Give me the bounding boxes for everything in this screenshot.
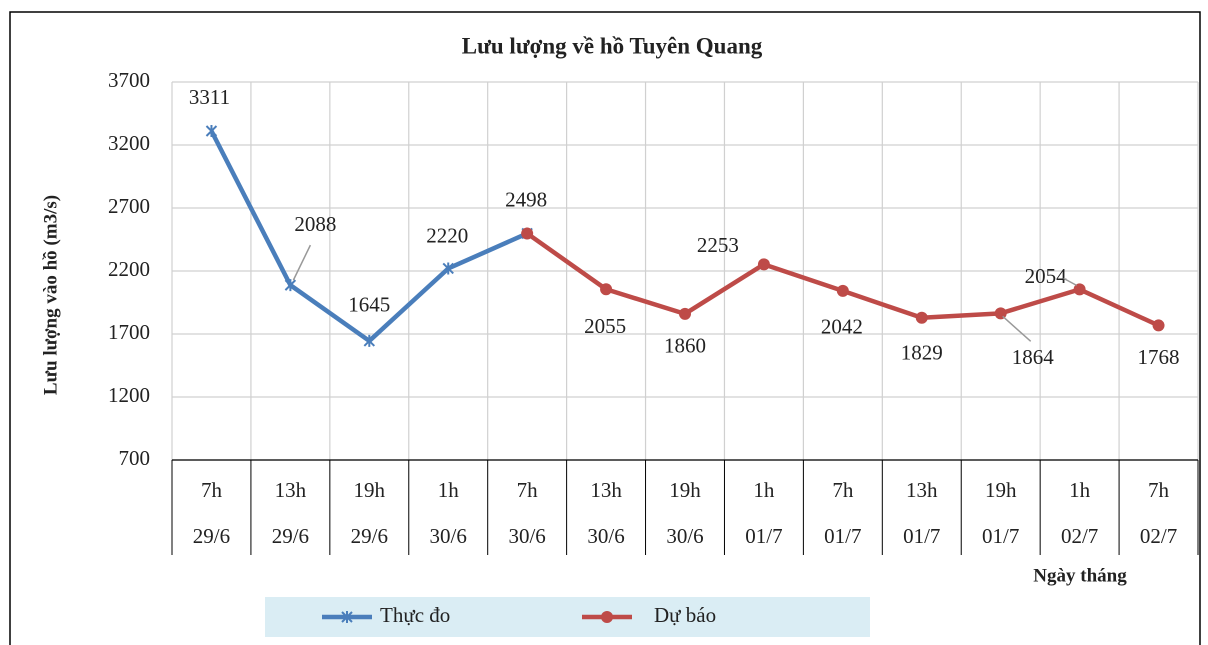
x-tick-label: 29/6: [351, 524, 388, 548]
x-tick-label: 29/6: [272, 524, 309, 548]
point-marker: [284, 279, 297, 292]
x-tick-label: 30/6: [430, 524, 467, 548]
point-marker: [521, 227, 534, 240]
x-tick-label: 13h: [590, 478, 622, 502]
data-label: 2498: [505, 187, 547, 211]
x-tick-label: 19h: [985, 478, 1017, 502]
point-marker: [757, 258, 770, 271]
x-tick-label: 1h: [438, 478, 460, 502]
point-marker: [442, 262, 454, 275]
x-tick-label: 30/6: [666, 524, 703, 548]
point-marker: [363, 334, 376, 347]
data-label: 1829: [901, 341, 943, 365]
y-tick-label: 1200: [108, 383, 150, 407]
x-tick-label: 01/7: [745, 524, 782, 548]
x-tick-label: 01/7: [982, 524, 1019, 548]
x-tick-label: 7h: [832, 478, 854, 502]
x-tick-label: 01/7: [824, 524, 861, 548]
y-axis-title: Lưu lượng vào hồ (m3/s): [40, 195, 61, 395]
x-tick-label: 1h: [1069, 478, 1091, 502]
y-tick-label: 3700: [108, 68, 150, 92]
legend-marker: [601, 611, 613, 623]
point-marker: [600, 283, 613, 296]
x-tick-label: 02/7: [1140, 524, 1177, 548]
x-tick-label: 30/6: [508, 524, 545, 548]
y-tick-label: 1700: [108, 320, 150, 344]
x-tick-label: 02/7: [1061, 524, 1098, 548]
x-tick-label: 7h: [201, 478, 223, 502]
legend-label: Dự báo: [654, 603, 716, 627]
x-tick-label: 1h: [753, 478, 775, 502]
y-tick-label: 3200: [108, 131, 150, 155]
legend-marker: [341, 611, 353, 623]
point-marker: [1152, 319, 1165, 332]
x-tick-label: 19h: [669, 478, 701, 502]
data-label: 2042: [821, 315, 863, 339]
x-tick-label: 30/6: [587, 524, 624, 548]
point-marker: [915, 311, 928, 324]
x-tick-label: 13h: [275, 478, 307, 502]
y-tick-label: 2700: [108, 194, 150, 218]
point-marker: [836, 284, 849, 297]
data-label: 1860: [664, 334, 706, 358]
data-label: 1768: [1138, 345, 1180, 369]
x-tick-label: 01/7: [903, 524, 940, 548]
point-marker: [1073, 283, 1086, 296]
leader-line: [292, 244, 312, 281]
point-marker: [205, 125, 218, 138]
leader-line: [1063, 277, 1077, 287]
data-label: 1645: [348, 293, 390, 317]
x-axis-title: Ngày tháng: [1033, 565, 1127, 586]
x-tick-label: 13h: [906, 478, 938, 502]
y-tick-label: 700: [119, 446, 151, 470]
data-label: 2055: [584, 314, 626, 338]
x-tick-label: 7h: [517, 478, 539, 502]
data-label: 2088: [294, 212, 336, 236]
data-label: 3311: [189, 85, 230, 109]
leader-line: [1002, 315, 1032, 342]
data-label: 1864: [1012, 345, 1055, 369]
legend-label: Thực đo: [380, 603, 450, 627]
data-label: 2220: [426, 223, 468, 247]
x-tick-label: 19h: [354, 478, 386, 502]
chart-title: Lưu lượng về hồ Tuyên Quang: [462, 33, 763, 58]
point-marker: [679, 307, 691, 320]
chart-border: [9, 11, 1201, 645]
data-label: 2054: [1025, 264, 1068, 288]
x-tick-label: 7h: [1148, 478, 1170, 502]
data-label: 2253: [697, 233, 739, 257]
y-tick-label: 2200: [108, 257, 150, 281]
x-tick-label: 29/6: [193, 524, 230, 548]
